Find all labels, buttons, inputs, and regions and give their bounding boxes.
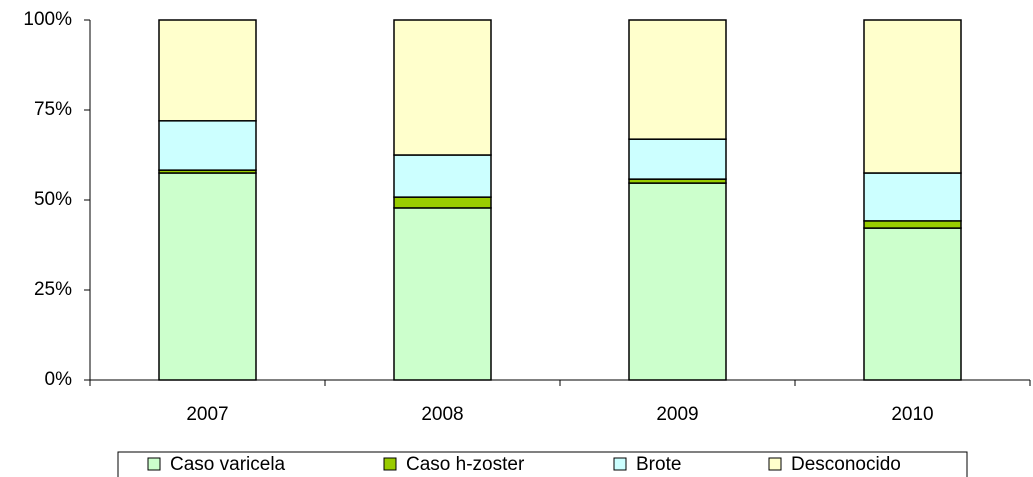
bar-segment [158, 172, 257, 381]
y-tick-label: 100% [23, 9, 72, 30]
legend-label: Desconocido [791, 454, 901, 475]
legend-marker [383, 457, 397, 471]
legend-box [117, 451, 968, 477]
bar-segment [393, 154, 492, 198]
legend-marker [147, 457, 161, 471]
bar-segment [863, 172, 962, 222]
bar-segment [863, 227, 962, 381]
y-tick-label: 75% [34, 99, 72, 120]
bar-segment [393, 19, 492, 156]
legend-label: Caso h-zoster [406, 454, 525, 475]
y-tick-label: 25% [34, 279, 72, 300]
legend-label: Caso varicela [170, 454, 286, 475]
bar-segment [158, 120, 257, 171]
x-tick-label: 2010 [891, 404, 933, 425]
bar-segment [393, 207, 492, 381]
bar-segment [393, 196, 492, 209]
bar-segment [628, 138, 727, 180]
legend-marker [768, 457, 782, 471]
bar-segment [628, 182, 727, 381]
x-tick-label: 2007 [186, 404, 228, 425]
x-tick-label: 2009 [656, 404, 698, 425]
bar-segment [863, 220, 962, 229]
y-tick-label: 50% [34, 189, 72, 210]
bar-segment [628, 19, 727, 140]
bar-segment [863, 19, 962, 174]
legend-marker [613, 457, 627, 471]
legend-label: Brote [636, 454, 681, 475]
bar-segment [158, 19, 257, 122]
x-tick-label: 2008 [421, 404, 463, 425]
y-tick-label: 0% [45, 369, 73, 390]
